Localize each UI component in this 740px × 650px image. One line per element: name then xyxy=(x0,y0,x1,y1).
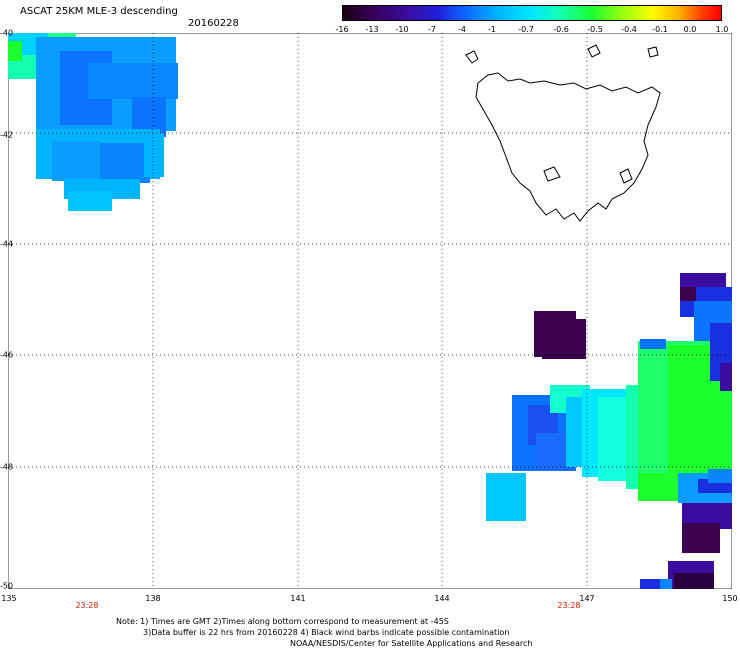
scale-label: 1.0 xyxy=(715,25,729,34)
color-scale-bar xyxy=(342,5,722,21)
scale-label: -0.4 xyxy=(621,25,637,34)
lon-label: 141 xyxy=(290,594,306,603)
lon-label: 147 xyxy=(579,594,595,603)
pass-time: 23:28 xyxy=(75,601,99,610)
note-line-3: NOAA/NESDIS/Center for Satellite Applica… xyxy=(290,639,533,648)
swath-south-column xyxy=(640,503,732,589)
lat-label: -48 xyxy=(0,462,14,472)
color-scale-labels: -16 -13 -10 -7 -4 -1 -0.7 -0.6 -0.5 -0.4… xyxy=(330,25,740,37)
scale-label: -16 xyxy=(335,25,349,34)
scale-label: -0.6 xyxy=(553,25,569,34)
scale-label: -10 xyxy=(395,25,409,34)
note-line-1: Note: 1) Times are GMT 2)Times along bot… xyxy=(116,617,449,626)
lon-label: 138 xyxy=(145,594,161,603)
swath-east-column xyxy=(680,273,732,391)
scale-label: -13 xyxy=(365,25,379,34)
swath-northwest xyxy=(8,33,178,211)
swath-southeast xyxy=(512,339,732,503)
scale-label: -0.5 xyxy=(587,25,603,34)
tasmania-outline xyxy=(475,72,661,222)
lat-label: -50 xyxy=(0,581,14,591)
scale-label: -0.7 xyxy=(518,25,534,34)
swath-patch xyxy=(486,473,526,521)
scale-label: -4 xyxy=(458,25,466,34)
lat-label: -44 xyxy=(0,239,14,249)
graticule xyxy=(8,33,732,589)
lat-label: -40 xyxy=(0,28,14,38)
wind-map xyxy=(8,33,732,589)
lat-label: -46 xyxy=(0,350,14,360)
lon-label: 135 xyxy=(1,594,17,603)
scale-label: 0.0 xyxy=(683,25,697,34)
scale-label: -7 xyxy=(428,25,436,34)
scale-label: -0.1 xyxy=(652,25,668,34)
scale-label: -1 xyxy=(488,25,496,34)
map-title: ASCAT 25KM MLE-3 descending xyxy=(20,6,178,17)
lat-label: -42 xyxy=(0,130,14,140)
note-line-2: 3)Data buffer is 22 hrs from 20160228 4)… xyxy=(143,628,510,637)
map-date: 20160228 xyxy=(188,18,239,29)
lon-label: 144 xyxy=(434,594,450,603)
island-outline xyxy=(465,44,659,184)
pass-time: 23:28 xyxy=(557,601,581,610)
lon-label: 150 xyxy=(722,594,738,603)
